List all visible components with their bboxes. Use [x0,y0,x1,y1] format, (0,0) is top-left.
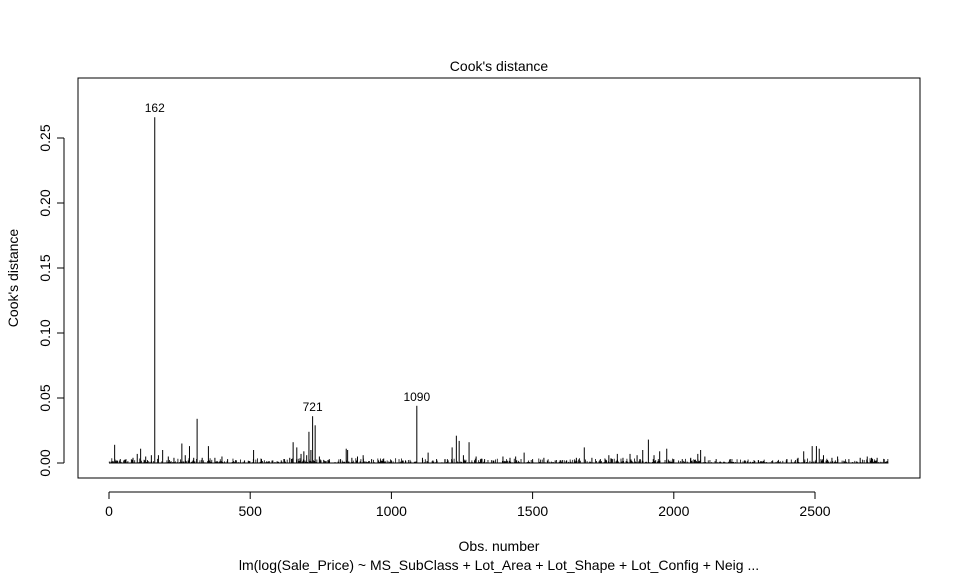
x-tick-label-2500: 2500 [799,503,830,519]
y-axis-label: Cook's distance [5,229,21,328]
chart-title: Cook's distance [450,58,549,74]
x-tick-label-500: 500 [239,503,263,519]
point-label-1090: 1090 [403,390,430,404]
model-formula-subtitle: lm(log(Sale_Price) ~ MS_SubClass + Lot_A… [239,557,759,573]
x-tick-label-2000: 2000 [658,503,689,519]
point-label-162: 162 [145,101,165,115]
x-axis-label: Obs. number [459,538,540,554]
x-tick-label-1500: 1500 [517,503,548,519]
y-tick-label-2: 0.10 [37,319,53,346]
y-tick-label-0: 0.00 [37,449,53,476]
x-axis: 0 500 1000 1500 2000 2500 [105,491,831,519]
y-axis: 0.00 0.05 0.10 0.15 0.20 0.25 [37,124,65,477]
y-tick-label-1: 0.05 [37,384,53,411]
y-tick-label-4: 0.20 [37,189,53,216]
point-label-group: 162 721 1090 [145,101,431,414]
x-tick-label-1000: 1000 [376,503,407,519]
plot-frame [77,77,921,479]
spike-group [108,117,889,464]
y-tick-label-3: 0.15 [37,254,53,281]
x-tick-label-0: 0 [105,503,113,519]
point-label-721: 721 [303,400,323,414]
y-tick-label-5: 0.25 [37,124,53,151]
